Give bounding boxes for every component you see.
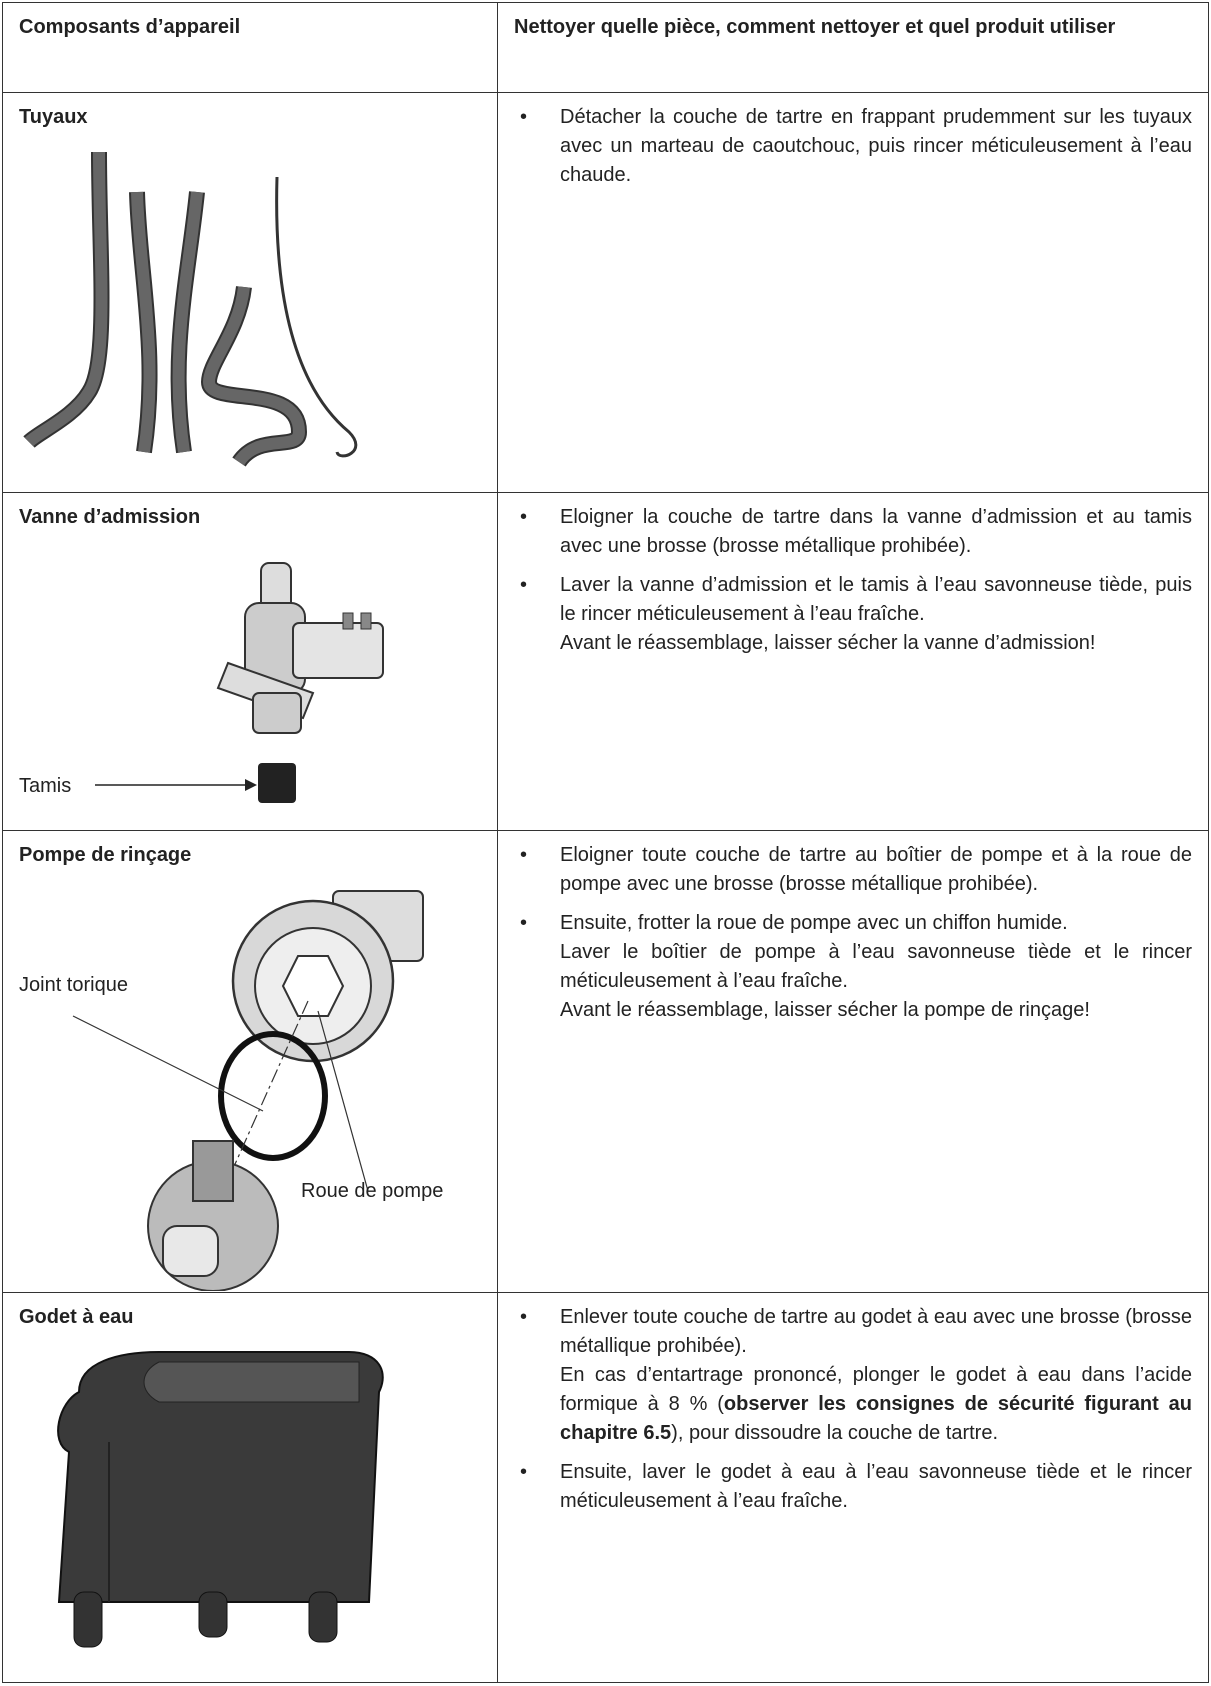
header-cell: Nettoyer quelle pièce, comment nettoyer …	[497, 2, 1209, 93]
paragraph: Avant le réassemblage, laisser sécher la…	[560, 632, 1096, 654]
instructions-cell: Détacher la couche de tartre en frappant…	[497, 92, 1209, 493]
instructions-cell: Eloigner la couche de tartre dans la van…	[497, 492, 1209, 831]
pump-illustration	[72, 890, 424, 1291]
paragraph: Laver le boîtier de pompe à l’eau savonn…	[560, 941, 1192, 992]
bullet: Enlever toute couche de tartre au godet …	[514, 1303, 1192, 1448]
component-cell: Pompe de rinçage Joint torique Roue de p…	[2, 830, 498, 1293]
paragraph: Eloigner toute couche de tartre au boîti…	[560, 844, 1192, 895]
text: ), pour dissoudre la couche de tartre.	[671, 1422, 999, 1444]
component-label: Godet à eau	[19, 1306, 134, 1328]
paragraph: Laver la vanne d’admission et le tamis à…	[560, 574, 1192, 625]
bold-text: observer les consignes de sécurité figur…	[560, 1393, 1192, 1444]
hoses-illustration	[23, 151, 358, 468]
paragraph: Eloigner la couche de tartre dans la van…	[560, 506, 1192, 557]
bullet: Ensuite, frotter la roue de pompe avec u…	[514, 909, 1192, 1025]
component-label: Pompe de rinçage	[19, 844, 192, 866]
header-cell: Composants d’appareil	[2, 2, 498, 93]
callout-label: Tamis	[19, 775, 72, 797]
header-row: Composants d’appareil Nettoyer quelle pi…	[2, 2, 1209, 93]
instructions-cell: Enlever toute couche de tartre au godet …	[497, 1292, 1209, 1683]
component-cell: Godet à eau	[2, 1292, 498, 1683]
paragraph: Enlever toute couche de tartre au godet …	[560, 1306, 1192, 1357]
row: Godet à eau Enlever toute couche de tart…	[2, 1292, 1209, 1683]
paragraph: Avant le réassemblage, laisser sécher la…	[560, 999, 1090, 1021]
paragraph: Ensuite, frotter la roue de pompe avec u…	[560, 912, 1068, 934]
bullet: Ensuite, laver le godet à eau à l’eau sa…	[514, 1458, 1192, 1516]
component-label: Tuyaux	[19, 106, 88, 128]
paragraph: En cas d’entartrage prononcé, plonger le…	[560, 1361, 1192, 1448]
callout-label: Joint torique	[19, 974, 128, 996]
instructions-cell: Eloigner toute couche de tartre au boîti…	[497, 830, 1209, 1293]
component-cell: Tuyaux	[2, 92, 498, 493]
paragraph: Détacher la couche de tartre en frappant…	[560, 106, 1192, 186]
row: Pompe de rinçage Joint torique Roue de p…	[2, 830, 1209, 1293]
valve-illustration	[95, 562, 384, 803]
bullet: Détacher la couche de tartre en frappant…	[514, 103, 1192, 190]
bullet: Eloigner toute couche de tartre au boîti…	[514, 841, 1192, 899]
row: Tuyaux Détacher la couche de tartre en f…	[2, 92, 1209, 493]
paragraph: Ensuite, laver le godet à eau à l’eau sa…	[560, 1461, 1192, 1512]
component-label: Vanne d’admission	[19, 506, 201, 528]
bullet: Eloigner la couche de tartre dans la van…	[514, 503, 1192, 561]
text: En cas d’entartrage prononcé, plonger le…	[560, 1364, 1192, 1415]
bullet: Laver la vanne d’admission et le tamis à…	[514, 571, 1192, 658]
callout-label: Roue de pompe	[301, 1180, 444, 1202]
water-cup-illustration	[57, 1351, 384, 1648]
component-cell: Vanne d’admission Tamis	[2, 492, 498, 831]
row: Vanne d’admission Tamis Eloigner la couc…	[2, 492, 1209, 831]
